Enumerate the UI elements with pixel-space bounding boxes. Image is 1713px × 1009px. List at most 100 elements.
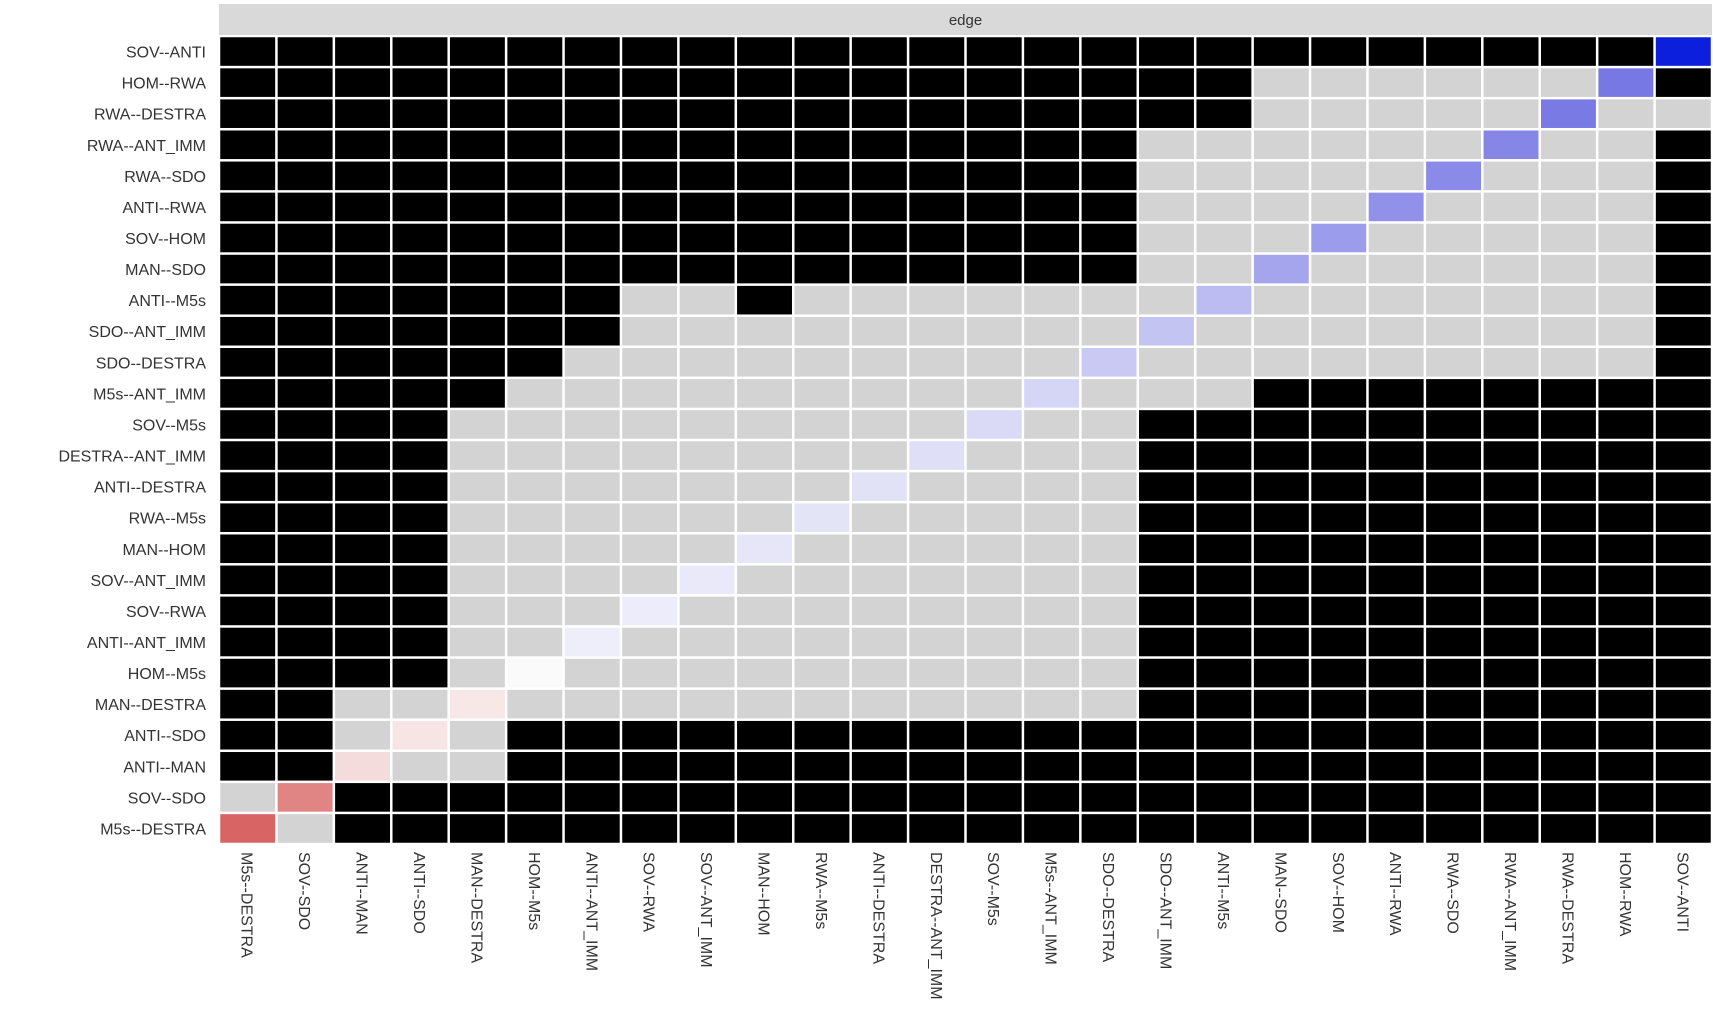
heatmap-cell <box>622 161 678 191</box>
heatmap-cell <box>1426 285 1482 315</box>
heatmap-cell <box>1311 596 1367 626</box>
heatmap-cell <box>220 37 276 66</box>
heatmap-cell <box>794 379 850 408</box>
y-tick-label: MAN--DESTRA <box>95 697 206 714</box>
heatmap-cell <box>1540 720 1596 750</box>
heatmap-cell <box>449 441 505 470</box>
heatmap-cell <box>622 316 678 346</box>
heatmap-cell <box>507 285 563 315</box>
heatmap-cell <box>564 223 620 253</box>
heatmap-cell <box>1253 348 1309 377</box>
heatmap-cell <box>1196 316 1252 346</box>
heatmap-cell <box>1655 814 1711 843</box>
heatmap-cell <box>507 472 563 501</box>
heatmap-cell <box>1139 752 1194 781</box>
heatmap-cell <box>335 503 391 532</box>
heatmap-cell-diagonal <box>1540 99 1596 128</box>
heatmap-cell <box>1483 534 1539 564</box>
heatmap-cell <box>277 285 333 315</box>
heatmap-cell <box>277 596 333 626</box>
heatmap-cell <box>220 689 276 719</box>
heatmap-cell <box>966 503 1022 532</box>
heatmap-cell <box>679 161 735 191</box>
heatmap-cell <box>1139 285 1194 315</box>
heatmap-cell <box>1081 752 1137 781</box>
heatmap-cell <box>1024 720 1080 750</box>
heatmap-cell <box>1196 441 1252 470</box>
heatmap-cell <box>851 441 907 470</box>
heatmap-cell-diagonal <box>1311 223 1367 253</box>
heatmap-cell <box>564 814 620 843</box>
heatmap-cell <box>1253 814 1309 843</box>
heatmap-cell <box>220 223 276 253</box>
heatmap-cell <box>1311 627 1367 657</box>
heatmap-cell <box>1368 814 1424 843</box>
heatmap-cell <box>1655 503 1711 532</box>
heatmap-cell <box>1196 161 1252 191</box>
heatmap-cell <box>277 658 333 688</box>
x-tick-label: ANTI--M5s <box>1214 852 1231 929</box>
heatmap-cell <box>449 596 505 626</box>
heatmap-cell <box>737 720 792 750</box>
heatmap-cell <box>1426 783 1482 812</box>
heatmap-cell <box>966 814 1022 843</box>
heatmap-cell <box>1655 752 1711 781</box>
heatmap-cell <box>507 410 563 439</box>
heatmap-cell <box>1540 627 1596 657</box>
heatmap-cell <box>1598 379 1654 408</box>
heatmap-cell <box>909 814 965 843</box>
heatmap-cell <box>392 37 448 66</box>
heatmap-cell <box>392 379 448 408</box>
heatmap-cell <box>1368 99 1424 128</box>
heatmap-cell <box>794 410 850 439</box>
heatmap-cell <box>1139 783 1194 812</box>
y-tick-label: SOV--SDO <box>128 790 206 807</box>
heatmap-cell <box>1253 720 1309 750</box>
heatmap-cell <box>564 161 620 191</box>
heatmap-cell <box>1540 752 1596 781</box>
heatmap-cell <box>966 99 1022 128</box>
heatmap-cell <box>449 316 505 346</box>
heatmap-cell <box>1139 348 1194 377</box>
heatmap-cell-diagonal <box>1598 68 1654 97</box>
heatmap-cell <box>794 689 850 719</box>
heatmap-cell <box>1540 596 1596 626</box>
heatmap-cell <box>220 99 276 128</box>
heatmap-cell <box>794 316 850 346</box>
heatmap-cell <box>909 379 965 408</box>
heatmap-cell <box>1598 814 1654 843</box>
heatmap-cell <box>622 720 678 750</box>
heatmap-cell <box>737 161 792 191</box>
heatmap-cell <box>1311 441 1367 470</box>
heatmap-cell <box>564 596 620 626</box>
heatmap-cell <box>220 441 276 470</box>
heatmap-cell <box>392 503 448 532</box>
heatmap-cell <box>335 534 391 564</box>
heatmap-cell-diagonal <box>1253 254 1309 284</box>
heatmap-cell <box>679 285 735 315</box>
heatmap-cell <box>1081 192 1137 222</box>
heatmap-cell <box>449 37 505 66</box>
heatmap-cell <box>277 410 333 439</box>
heatmap-cell <box>794 783 850 812</box>
heatmap-cell <box>1139 192 1194 222</box>
heatmap-cell <box>507 565 563 595</box>
heatmap-cell <box>679 503 735 532</box>
heatmap-cell <box>1540 37 1596 66</box>
heatmap-cell <box>737 379 792 408</box>
heatmap-cell <box>851 99 907 128</box>
heatmap-cell <box>1196 223 1252 253</box>
heatmap-cell-diagonal <box>794 503 850 532</box>
heatmap-cell <box>1368 254 1424 284</box>
x-tick-label: ANTI--RWA <box>1386 852 1403 936</box>
heatmap-cell <box>507 254 563 284</box>
heatmap-cell <box>679 130 735 160</box>
heatmap-cell <box>1655 658 1711 688</box>
heatmap-cell <box>1253 161 1309 191</box>
heatmap-cell <box>794 565 850 595</box>
heatmap-cell <box>1598 720 1654 750</box>
heatmap-cell <box>794 254 850 284</box>
heatmap-cell <box>1311 130 1367 160</box>
heatmap-cell <box>622 68 678 97</box>
heatmap-cell <box>507 503 563 532</box>
